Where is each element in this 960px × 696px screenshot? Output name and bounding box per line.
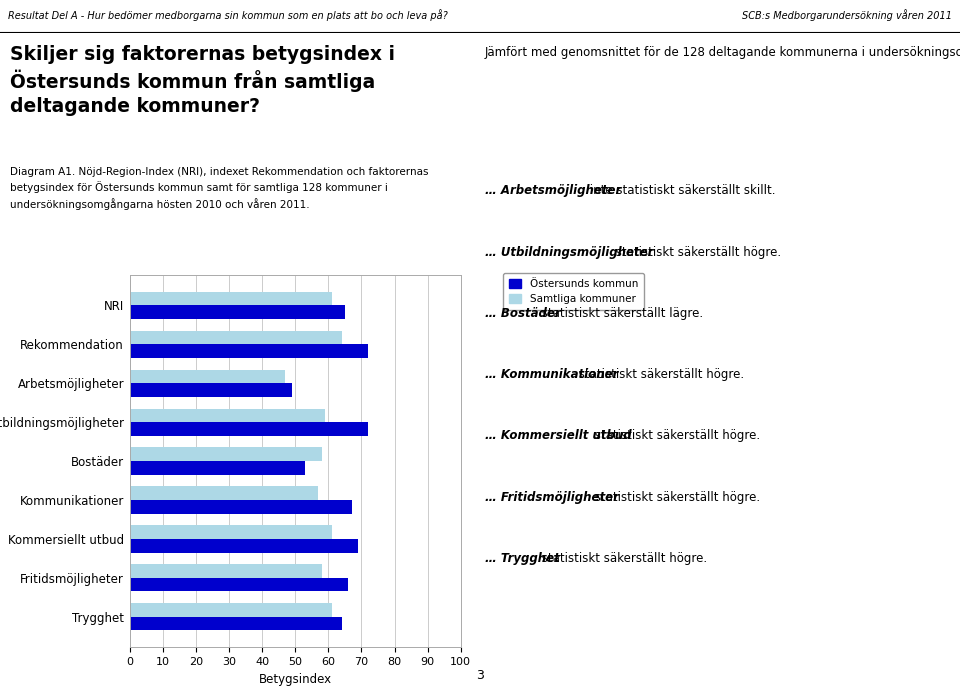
Bar bbox=[130, 409, 325, 422]
Bar bbox=[130, 461, 305, 475]
Legend: Östersunds kommun, Samtliga kommuner: Östersunds kommun, Samtliga kommuner bbox=[503, 273, 644, 310]
Text: Skiljer sig faktorernas betygsindex i
Östersunds kommun från samtliga
deltagande: Skiljer sig faktorernas betygsindex i Ös… bbox=[10, 45, 395, 116]
Bar bbox=[130, 331, 342, 345]
Text: 3: 3 bbox=[476, 669, 484, 682]
Bar bbox=[130, 500, 351, 514]
Text: statistiskt säkerställt högre.: statistiskt säkerställt högre. bbox=[575, 368, 744, 381]
Bar bbox=[130, 539, 358, 553]
Text: Diagram A1. Nöjd-Region-Index (NRI), indexet Rekommendation och faktorernas
bety: Diagram A1. Nöjd-Region-Index (NRI), ind… bbox=[10, 167, 428, 209]
Text: … Kommersiellt utbud: … Kommersiellt utbud bbox=[485, 429, 632, 443]
Text: statistiskt säkerställt högre.: statistiskt säkerställt högre. bbox=[590, 429, 760, 443]
Text: … Bostäder: … Bostäder bbox=[485, 307, 561, 320]
Bar bbox=[130, 383, 292, 397]
Bar bbox=[130, 292, 331, 306]
Bar bbox=[130, 578, 348, 592]
Text: Jämfört med genomsnittet för de 128 deltagande kommunerna i undersökningsomgånga: Jämfört med genomsnittet för de 128 delt… bbox=[485, 45, 960, 59]
Text: statistiskt säkerställt högre.: statistiskt säkerställt högre. bbox=[590, 491, 760, 504]
Text: SCB:s Medborgarundersökning våren 2011: SCB:s Medborgarundersökning våren 2011 bbox=[742, 9, 952, 21]
Text: … Utbildningsmöjligheter: … Utbildningsmöjligheter bbox=[485, 246, 653, 259]
Text: statistiskt säkerställt högre.: statistiskt säkerställt högre. bbox=[538, 552, 707, 565]
Text: … Fritidsmöjligheter: … Fritidsmöjligheter bbox=[485, 491, 618, 504]
Bar bbox=[130, 448, 322, 461]
Bar bbox=[130, 306, 345, 319]
Bar bbox=[130, 422, 368, 436]
Text: Resultat Del A - Hur bedömer medborgarna sin kommun som en plats att bo och leva: Resultat Del A - Hur bedömer medborgarna… bbox=[8, 9, 447, 21]
X-axis label: Betygsindex: Betygsindex bbox=[258, 672, 332, 686]
Bar bbox=[130, 487, 319, 500]
Text: inte statistiskt säkerställt skillt.: inte statistiskt säkerställt skillt. bbox=[586, 184, 775, 198]
Bar bbox=[130, 345, 368, 358]
Text: … Arbetsmöjligheter: … Arbetsmöjligheter bbox=[485, 184, 621, 198]
Bar bbox=[130, 617, 342, 631]
Text: statistiskt säkerställt lägre.: statistiskt säkerställt lägre. bbox=[538, 307, 703, 320]
Bar bbox=[130, 370, 285, 383]
Text: statistiskt säkerställt högre.: statistiskt säkerställt högre. bbox=[612, 246, 781, 259]
Bar bbox=[130, 564, 322, 578]
Text: … Trygghet: … Trygghet bbox=[485, 552, 560, 565]
Text: … Kommunikationer: … Kommunikationer bbox=[485, 368, 618, 381]
Bar bbox=[130, 603, 331, 617]
Bar bbox=[130, 525, 331, 539]
